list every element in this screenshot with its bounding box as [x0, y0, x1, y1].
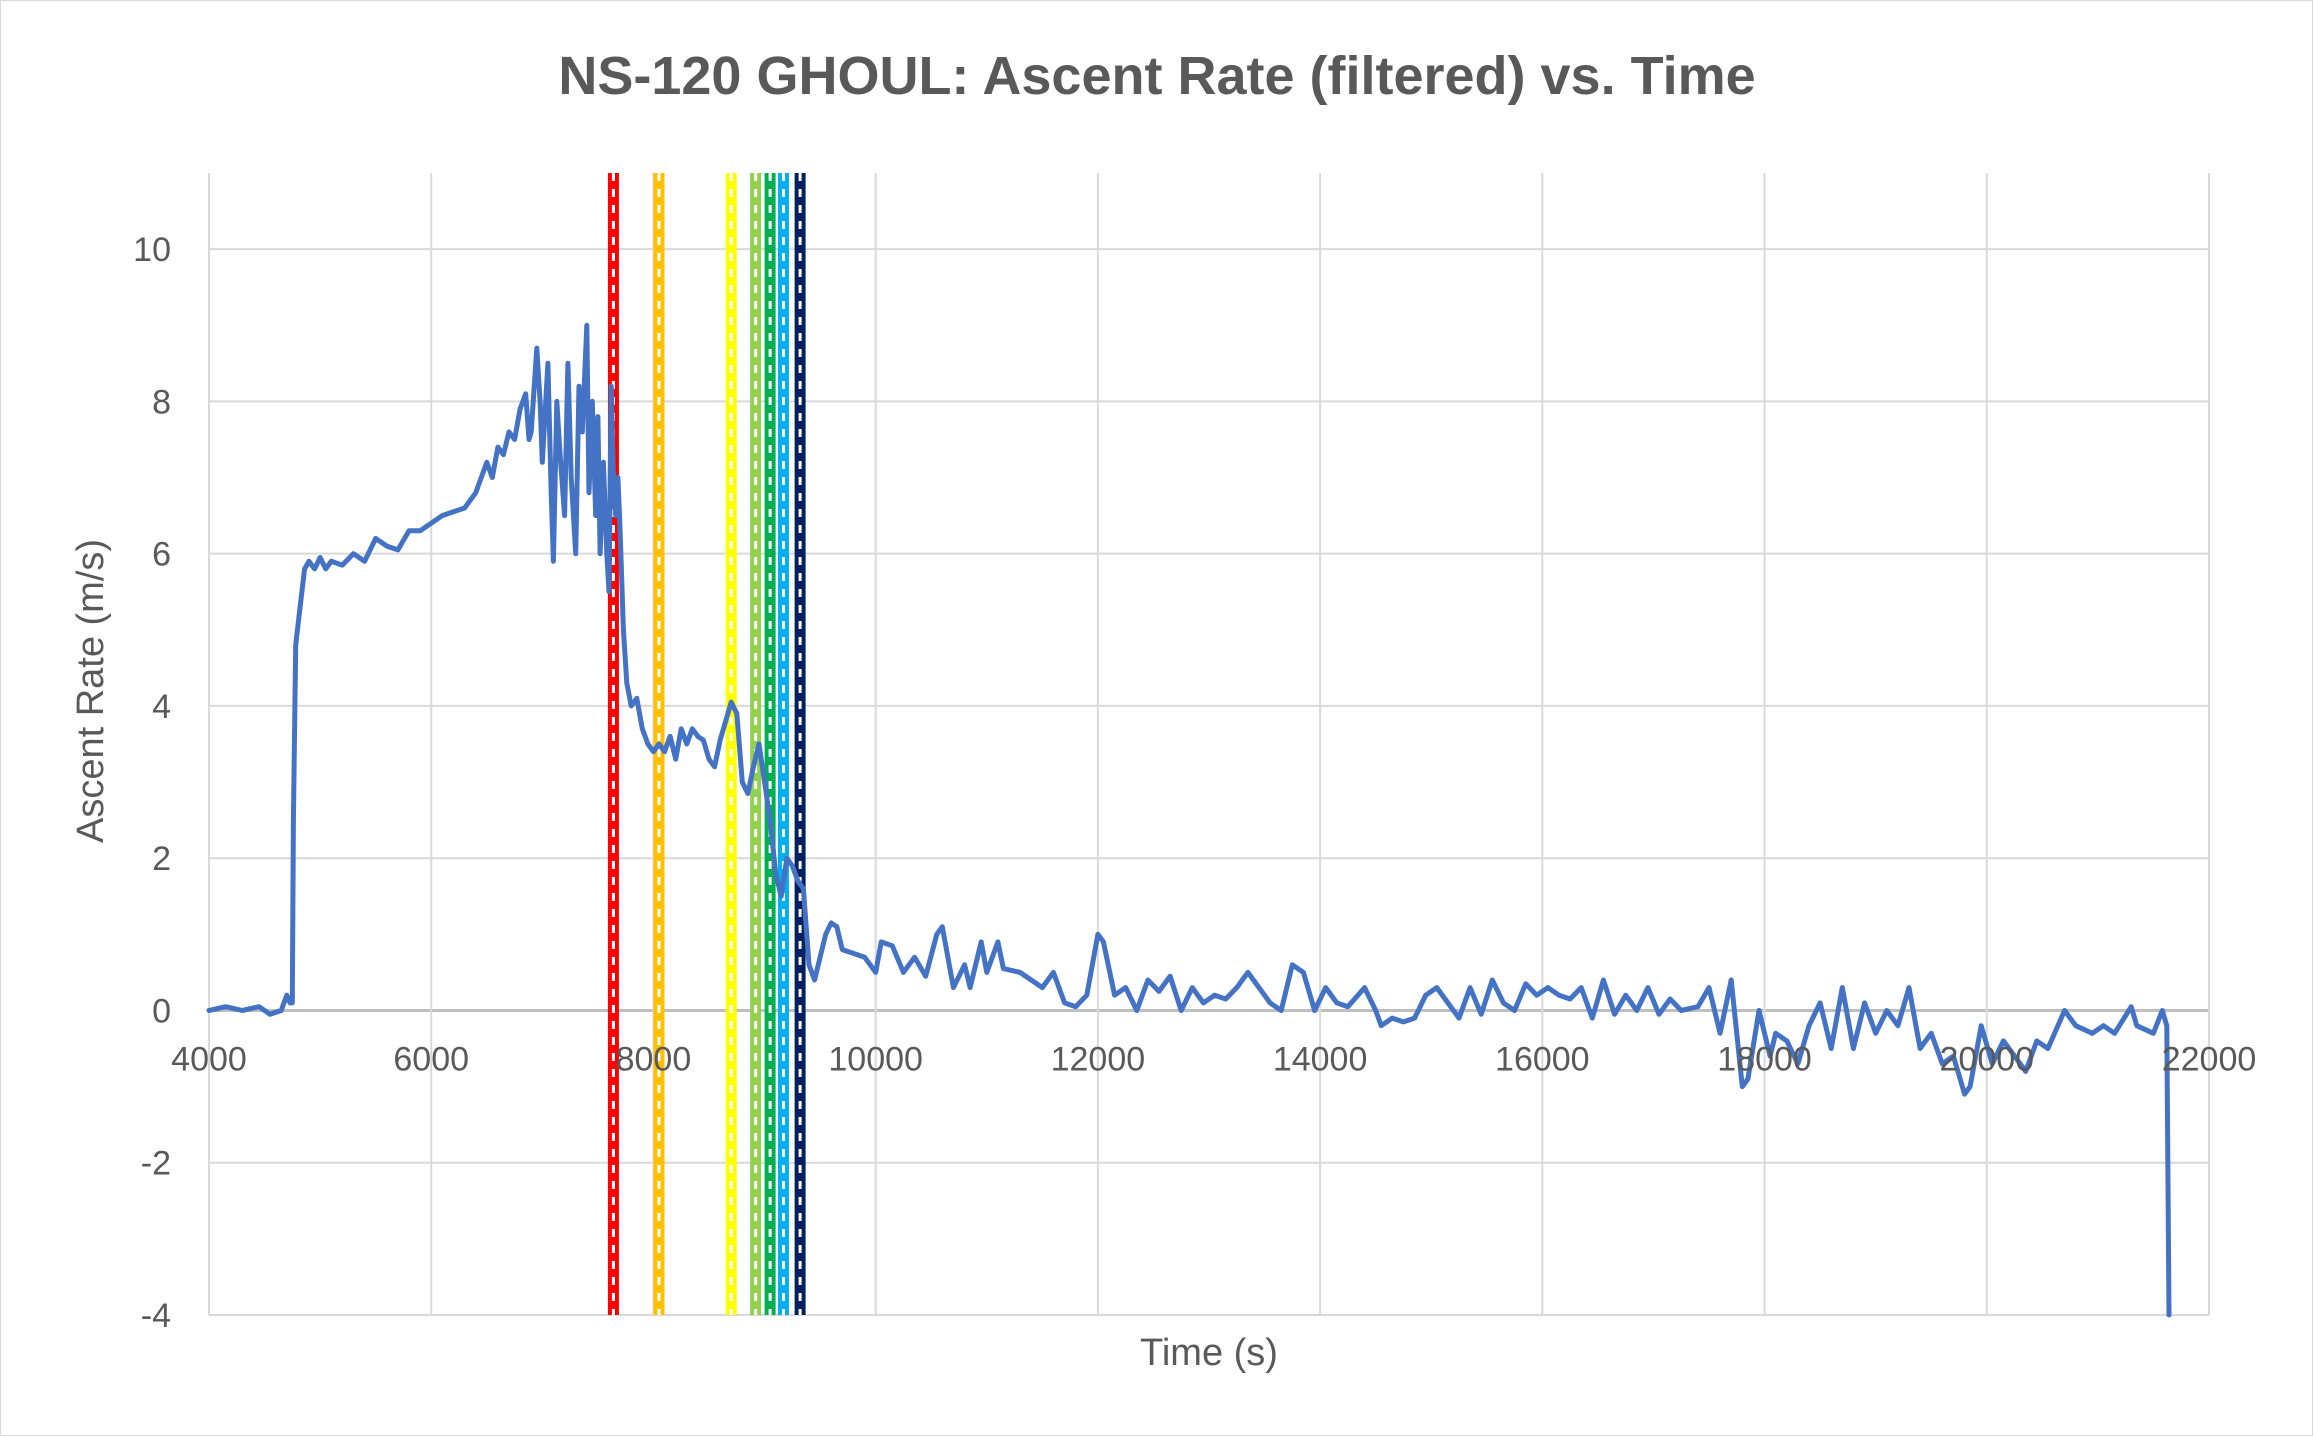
y-tick-label: -4: [141, 1297, 171, 1335]
x-tick-label: 18000: [1717, 1040, 1812, 1078]
x-tick-label: 8000: [616, 1040, 692, 1078]
y-axis-title: Ascent Rate (m/s): [70, 539, 112, 843]
y-tick-label: 6: [152, 536, 171, 574]
y-tick-labels: -4 -2 0 2 4 6 8 10: [133, 231, 171, 1335]
x-axis-title: Time (s): [1140, 1332, 1278, 1374]
series-group: [206, 322, 2172, 1318]
y-tick-label: -2: [141, 1145, 171, 1183]
x-tick-label: 6000: [393, 1040, 469, 1078]
y-tick-label: 8: [152, 383, 171, 421]
chart-title: NS-120 GHOUL: Ascent Rate (filtered) vs.…: [558, 46, 1755, 106]
x-tick-labels: 4000 6000 8000 10000 12000 14000 16000 18000 200…: [171, 1040, 2256, 1078]
x-tick-label: 14000: [1273, 1040, 1368, 1078]
series-line: [206, 322, 2172, 1318]
x-tick-label: 12000: [1051, 1040, 1146, 1078]
x-tick-label: 16000: [1495, 1040, 1590, 1078]
y-tick-label: 2: [152, 840, 171, 878]
phase-marker-lines: [607, 173, 806, 1315]
x-gridlines: [208, 173, 2210, 1315]
y-tick-label: 0: [152, 992, 171, 1030]
y-tick-label: 10: [133, 231, 171, 269]
x-tick-label: 10000: [828, 1040, 923, 1078]
y-tick-label: 4: [152, 688, 171, 726]
x-tick-label: 20000: [1940, 1040, 2035, 1078]
x-tick-label: 4000: [171, 1040, 247, 1078]
y-gridlines: [209, 248, 2209, 1316]
x-tick-label: 22000: [2162, 1040, 2257, 1078]
